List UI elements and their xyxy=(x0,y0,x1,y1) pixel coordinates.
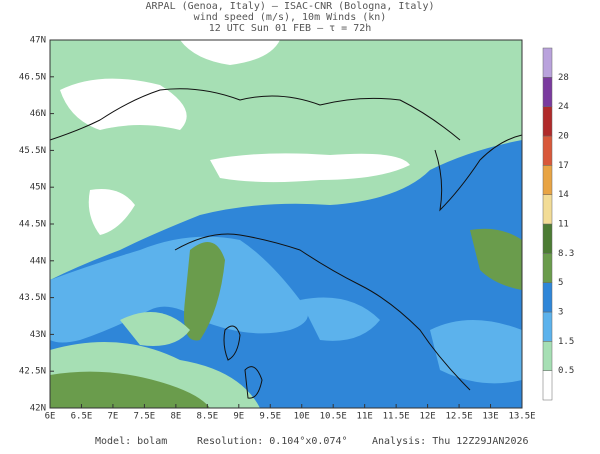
colorbar-label: 28 xyxy=(558,73,569,83)
colorbar-band xyxy=(542,165,553,195)
lon-label: 12E xyxy=(419,412,435,422)
lat-label: 42.5N xyxy=(19,367,46,377)
colorbar-band xyxy=(542,282,553,313)
lat-label: 42N xyxy=(30,404,46,414)
lon-label: 7.5E xyxy=(134,412,156,422)
lat-label: 43N xyxy=(30,330,46,340)
lon-label: 8.5E xyxy=(196,412,218,422)
colorbar-label: 8.3 xyxy=(558,249,574,259)
colorbar-label: 1.5 xyxy=(558,337,574,347)
colorbar-band xyxy=(542,135,553,166)
lon-label: 10.5E xyxy=(320,412,347,422)
colorbar-label: 3 xyxy=(558,308,563,318)
lat-label: 46N xyxy=(30,109,46,119)
colorbar-label: 0.5 xyxy=(558,366,574,376)
colorbar-label: 11 xyxy=(558,220,569,230)
colorbar-band xyxy=(542,194,553,225)
lon-label: 12.5E xyxy=(446,412,473,422)
footer-resolution: Resolution: 0.104°x0.074° xyxy=(197,436,348,447)
colorbar-band xyxy=(542,370,553,401)
lon-label: 13.5E xyxy=(508,412,535,422)
lon-label: 11E xyxy=(357,412,373,422)
header-line: 12 UTC Sun 01 FEB – τ = 72h xyxy=(209,23,372,34)
lon-label: 7E xyxy=(108,412,119,422)
colorbar-label: 17 xyxy=(558,161,569,171)
lon-label: 6.5E xyxy=(71,412,93,422)
lon-label: 6E xyxy=(45,412,56,422)
lon-label: 13E xyxy=(482,412,498,422)
footer-model: Model: bolam xyxy=(95,436,167,447)
colorbar-band xyxy=(542,106,553,137)
lat-label: 45N xyxy=(30,183,46,193)
lon-label: 9.5E xyxy=(259,412,281,422)
colorbar-band xyxy=(542,341,553,371)
colorbar-label: 20 xyxy=(558,132,569,142)
colorbar-band xyxy=(542,253,553,283)
colorbar-band xyxy=(542,311,553,342)
lon-label: 11.5E xyxy=(383,412,410,422)
lon-label: 10E xyxy=(294,412,310,422)
lat-label: 47N xyxy=(30,36,46,46)
colorbar-label: 24 xyxy=(558,102,569,112)
footer-analysis: Analysis: Thu 12Z29JAN2026 xyxy=(372,436,529,447)
lon-label: 8E xyxy=(170,412,181,422)
lat-label: 43.5N xyxy=(19,293,46,303)
lat-label: 45.5N xyxy=(19,146,46,156)
header-line: wind speed (m/s), 10m Winds (kn) xyxy=(194,12,387,23)
colorbar-label: 14 xyxy=(558,190,569,200)
colorbar-band xyxy=(542,47,553,78)
header-line: ARPAL (Genoa, Italy) – ISAC-CNR (Bologna… xyxy=(146,1,435,12)
colorbar-band xyxy=(542,223,553,254)
colorbar-label: 5 xyxy=(558,278,563,288)
map-area xyxy=(49,39,523,409)
colorbar-band xyxy=(542,77,553,107)
lon-label: 9E xyxy=(233,412,244,422)
lat-label: 46.5N xyxy=(19,72,46,82)
lat-label: 44N xyxy=(30,256,46,266)
lat-label: 44.5N xyxy=(19,220,46,230)
